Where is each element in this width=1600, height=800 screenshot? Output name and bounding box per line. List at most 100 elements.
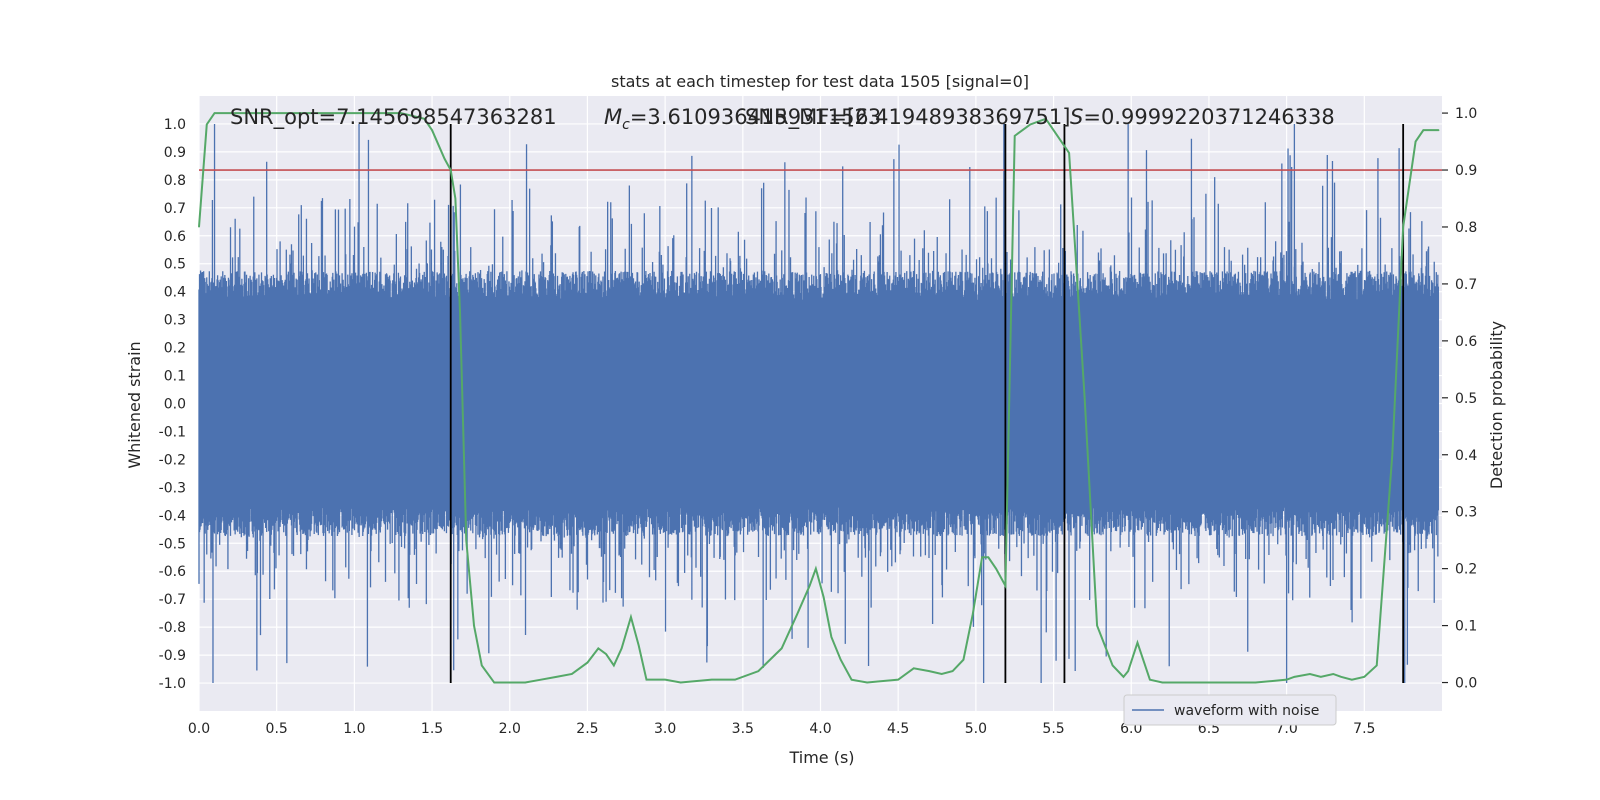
- annotation-chirp-mass-value: =3.6109364159311523: [630, 105, 881, 129]
- detection-probability-point: [1004, 585, 1007, 587]
- y2-tick-label: 0.6: [1455, 334, 1477, 350]
- y2-tick-label: 0.0: [1455, 676, 1477, 692]
- y2-tick-label: 0.7: [1455, 277, 1477, 293]
- detection-probability-point: [1376, 664, 1378, 667]
- detection-probability-point: [711, 679, 713, 681]
- annotation-s-value: =0.9999220371246338: [1083, 105, 1334, 129]
- detection-probability-point: [1216, 681, 1218, 684]
- y-tick-label: 0.9: [164, 145, 186, 161]
- detection-probability-point: [443, 158, 446, 160]
- detection-probability-point: [1414, 140, 1417, 143]
- x-tick-label: 4.5: [887, 721, 909, 737]
- detection-probability-point: [840, 659, 842, 661]
- detection-probability-point: [645, 679, 648, 681]
- y-tick-label: -1.0: [159, 676, 186, 692]
- detection-probability-point: [757, 670, 759, 672]
- y-tick-label: 0.7: [164, 201, 186, 217]
- detection-probability-point: [291, 112, 293, 114]
- y2-tick-label: 0.3: [1455, 505, 1477, 521]
- x-tick-label: 4.0: [809, 721, 831, 737]
- series-waveform-with-noise: [198, 123, 1440, 684]
- detection-probability-point: [454, 197, 456, 200]
- detection-probability-point: [1340, 676, 1342, 678]
- detection-probability-point: [1096, 624, 1098, 627]
- detection-probability-point: [1060, 140, 1062, 143]
- detection-probability-point: [972, 613, 974, 615]
- detection-probability-point: [450, 169, 452, 171]
- series-detection-probability: [198, 112, 1439, 684]
- detection-probability-point: [809, 585, 811, 587]
- y-tick-label: 0.2: [164, 341, 186, 357]
- detection-probability-point: [951, 670, 954, 672]
- detection-probability-point: [540, 679, 542, 681]
- detection-probability-point: [1149, 679, 1151, 681]
- detection-probability-point: [664, 679, 666, 681]
- detection-probability-point: [245, 112, 247, 114]
- annotation-snr-opt: SNR_opt=7.145698547363281: [230, 105, 557, 130]
- x-tick-label: 2.5: [576, 721, 598, 737]
- detection-probability-point: [1402, 226, 1404, 228]
- y-tick-label: -0.2: [159, 452, 186, 468]
- y-tick-label: 0.0: [164, 397, 186, 413]
- x-tick-label: 2.0: [499, 721, 521, 737]
- detection-probability-point: [630, 616, 632, 618]
- annotation-chirp-mass-symbol: M: [604, 105, 622, 129]
- y2-axis-label: Detection probability: [1487, 321, 1506, 489]
- detection-probability-point: [1136, 642, 1139, 644]
- detection-probability-point: [1422, 129, 1424, 131]
- detection-probability-point: [1438, 129, 1440, 131]
- detection-probability-point: [815, 568, 817, 570]
- y-tick-label: -0.4: [159, 508, 186, 524]
- legend: waveform with noise: [1123, 694, 1337, 726]
- detection-probability-point: [866, 681, 868, 684]
- detection-probability-point: [621, 647, 623, 649]
- detection-probability-point: [1127, 670, 1129, 672]
- detection-probability-point: [1068, 152, 1070, 154]
- y-tick-label: 0.1: [164, 369, 186, 385]
- detection-probability-point: [198, 226, 200, 228]
- detection-probability-point: [823, 596, 825, 598]
- detection-probability-point: [509, 681, 511, 684]
- detection-probability-point: [987, 556, 989, 558]
- detection-probability-point: [1391, 454, 1393, 456]
- detection-probability-point: [897, 679, 899, 681]
- detection-probability-point: [459, 311, 461, 313]
- y-tick-label: 0.3: [164, 313, 186, 329]
- annotation-s-symbol: S: [1070, 105, 1083, 129]
- detection-probability-point: [1029, 123, 1031, 126]
- detection-probability-point: [1286, 679, 1288, 681]
- detection-probability-point: [941, 673, 943, 675]
- y2-axis-ticks: 1.0 0.9 0.8 0.7 0.6 0.5 0.4 0.3 0.2 0.1 0.0: [1442, 106, 1477, 692]
- x-tick-label: 7.5: [1353, 721, 1375, 737]
- detection-probability-point: [1185, 681, 1187, 684]
- y2-tick-label: 1.0: [1455, 106, 1477, 122]
- detection-probability-point: [781, 647, 783, 649]
- y2-tick-label: 0.4: [1455, 448, 1477, 464]
- detection-probability-point: [1122, 676, 1125, 678]
- y-tick-label: -0.5: [159, 536, 186, 552]
- y-tick-label: -0.6: [159, 564, 186, 580]
- detection-probability-point: [928, 670, 930, 672]
- y2-tick-label: 0.2: [1455, 562, 1477, 578]
- annotation-snr-mf: SNR_MF=[6.41948938369751]: [745, 105, 1070, 130]
- detection-probability-point: [516, 681, 519, 684]
- detection-probability-point: [981, 556, 983, 558]
- detection-probability-point: [613, 664, 615, 667]
- detection-probability-point: [1254, 681, 1257, 684]
- detection-probability-point: [586, 662, 589, 664]
- x-axis-label: Time (s): [788, 748, 854, 767]
- detection-probability-point: [555, 676, 557, 678]
- detection-probability-point: [1309, 673, 1311, 675]
- detection-probability-point: [213, 112, 216, 114]
- detection-probability-point: [796, 613, 798, 615]
- y-tick-label: 1.0: [164, 117, 186, 133]
- detection-probability-point: [995, 568, 997, 570]
- x-tick-label: 0.0: [188, 721, 210, 737]
- y2-tick-label: 0.5: [1455, 391, 1477, 407]
- y2-tick-label: 0.1: [1455, 619, 1477, 635]
- y-axis-label: Whitened strain: [125, 341, 144, 468]
- detection-probability-point: [962, 659, 965, 661]
- detection-probability-point: [680, 681, 682, 684]
- detection-probability-point: [1351, 679, 1353, 681]
- detection-probability-point: [493, 681, 495, 684]
